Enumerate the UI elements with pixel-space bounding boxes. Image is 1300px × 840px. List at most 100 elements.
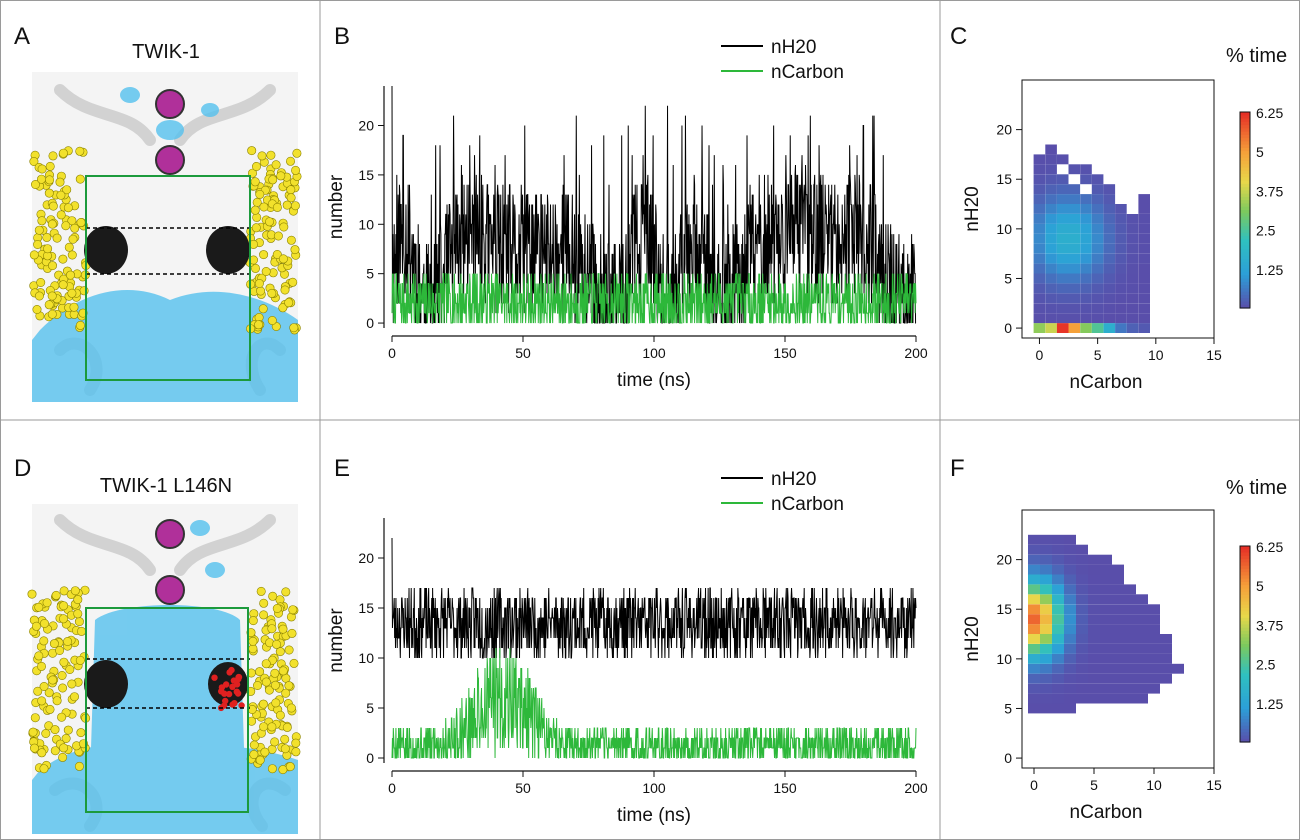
lipid-bead [31,621,41,631]
heatmap-cell [1112,634,1124,644]
heatmap-cell [1124,644,1136,654]
heatmap-cell [1124,663,1136,674]
colorbar-segment [1240,265,1250,270]
colorbar-tick-label: 3.75 [1256,617,1283,633]
heatmap-cell [1088,693,1100,704]
lipid-bead [58,683,68,693]
lipid-bead [57,670,67,680]
heatmap-cell [1160,634,1172,644]
analysis-box-a [85,175,251,381]
colorbar-segment [1240,229,1250,234]
ion-top-a [155,89,185,119]
heatmap-cell [1040,594,1052,605]
panel-letter-f: F [950,455,965,482]
structure-image-d [27,504,301,834]
heatmap-cell [1115,204,1127,214]
heatmap-cell [1115,323,1127,333]
colorbar-segment [1240,298,1250,303]
y-axis-label: number [326,174,347,239]
heatmap-cell [1028,544,1040,555]
colorbar-segment [1240,272,1250,276]
panel-letter-c: C [950,23,967,50]
lipid-bead [58,148,68,158]
panel-d-title: TWIK-1 L146N [100,475,232,497]
heatmap-cell [1138,293,1150,304]
lipid-bead [281,587,291,597]
heatmap-cell [1080,174,1092,185]
heatmap-cell [1138,263,1150,274]
heatmap-cell [1045,223,1057,234]
lipid-bead [34,602,44,612]
colorbar-tick-label: 6.25 [1256,105,1283,121]
lipid-bead [39,764,49,774]
heatmap-cell [1126,253,1139,264]
heatmap-cell [1028,594,1040,605]
x-tick-label: 0 [1036,347,1044,363]
heatmap-cell [1148,644,1160,654]
colorbar-segment [1240,259,1250,263]
lipid-bead [57,712,67,722]
heatmap-cell [1112,644,1124,654]
heatmap-cell [1100,604,1112,615]
lipid-bead [278,666,288,676]
lipid-bead [291,738,301,748]
lipid-bead [284,645,294,655]
lipid-bead [267,764,277,774]
lipid-bead [48,151,58,161]
lipid-bead [284,298,294,308]
heatmap-cell [1033,293,1046,304]
y-axis-label: number [326,608,347,673]
heatmap-cell [1064,693,1076,704]
lipid-bead [289,658,299,668]
colorbar-segment [1240,285,1250,289]
colorbar-segment [1240,702,1250,707]
colorbar-segment [1240,676,1250,681]
heatmap-cell [1136,693,1148,704]
mutation-bead [211,674,218,681]
x-tick-label: 5 [1090,777,1098,793]
colorbar-segment [1240,281,1250,286]
y-tick-label: 15 [996,601,1012,617]
lipid-bead [271,160,281,170]
lipid-bead [33,240,43,250]
heatmap-cell [1028,614,1040,625]
lipid-bead [267,722,277,732]
heatmap-cell [1064,644,1076,654]
colorbar-segment [1240,732,1250,737]
lipid-bead [65,664,75,674]
heatmap-cell [1160,673,1172,684]
colorbar-segment [1240,278,1250,283]
heatmap-cell [1056,303,1069,314]
colorbar-segment [1240,180,1250,185]
colorbar-segment [1240,709,1250,714]
heatmap-cell [1056,323,1069,333]
lipid-bead [45,704,55,714]
lipid-bead [251,223,261,233]
lipid-bead [51,590,61,600]
lipid-bead [55,645,65,655]
lipid-bead [76,728,86,738]
lipid-bead [58,614,68,624]
heatmap-cell [1068,164,1081,175]
heatmap-cell [1033,273,1046,284]
heatmap-cell [1045,204,1057,214]
heatmap-cell [1103,303,1116,314]
heatmap-cell [1126,214,1139,224]
heatmap-cell [1080,204,1092,214]
lipid-bead [284,681,294,691]
heatmap-cell [1088,554,1100,565]
x-tick-label: 10 [1148,347,1164,363]
heatmap-cell [1076,594,1088,605]
colorbar-segment [1240,134,1250,139]
heatmap-cell [1068,194,1081,204]
lipid-bead [29,250,39,260]
colorbar-segment [1240,226,1250,231]
lipid-bead [33,686,43,696]
colorbar-segment [1240,288,1250,293]
heatmap-cell [1088,584,1100,595]
lipid-bead [270,668,280,678]
heatmap-cell [1052,554,1064,565]
heatmap-cell [1040,574,1052,585]
lipid-bead [32,304,42,314]
heatmap-cell [1112,574,1124,585]
